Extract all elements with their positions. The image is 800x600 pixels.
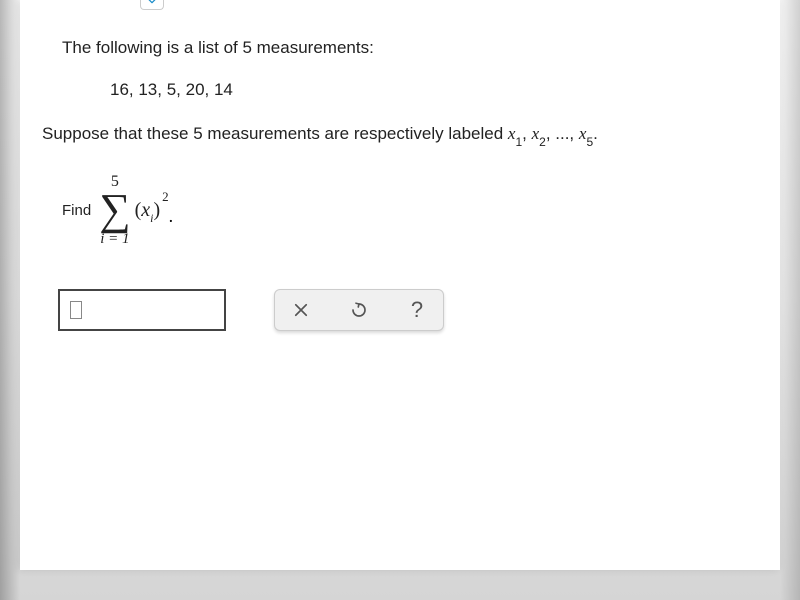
chevron-down-icon bbox=[145, 0, 159, 6]
summation-symbol: 5 ∑ i = 1 bbox=[99, 174, 130, 246]
x-icon bbox=[292, 301, 310, 319]
find-expression-row: Find 5 ∑ i = 1 (xi) 2 . bbox=[62, 174, 780, 246]
input-placeholder-box bbox=[70, 301, 82, 319]
var-x2: x bbox=[532, 124, 540, 143]
comma-2: , bbox=[546, 124, 555, 143]
term-var: x bbox=[141, 199, 150, 222]
labeling-prefix: Suppose that these 5 measurements are re… bbox=[42, 124, 508, 143]
measurements-list: 16, 13, 5, 20, 14 bbox=[110, 80, 780, 100]
vignette-left bbox=[0, 0, 20, 600]
answer-input[interactable] bbox=[58, 289, 226, 331]
summand-term: (xi) 2 bbox=[135, 199, 167, 222]
answer-row: ? bbox=[58, 289, 780, 331]
expand-chevron-button[interactable] bbox=[140, 0, 164, 10]
question-mark-icon: ? bbox=[411, 297, 423, 323]
sub-2: 2 bbox=[539, 135, 546, 149]
paren-close: ) bbox=[153, 199, 160, 222]
clear-button[interactable] bbox=[289, 298, 313, 322]
intro-text: The following is a list of 5 measurement… bbox=[62, 38, 780, 58]
sub-5: 5 bbox=[586, 135, 593, 149]
action-button-group: ? bbox=[274, 289, 444, 331]
sum-lower-limit: i = 1 bbox=[100, 232, 129, 247]
help-button[interactable]: ? bbox=[405, 298, 429, 322]
find-label: Find bbox=[62, 202, 91, 219]
undo-icon bbox=[350, 301, 368, 319]
sigma-icon: ∑ bbox=[99, 192, 130, 227]
vignette-right bbox=[780, 0, 800, 600]
term-exponent: 2 bbox=[162, 189, 169, 205]
labeling-text: Suppose that these 5 measurements are re… bbox=[42, 124, 780, 146]
comma-1: , bbox=[522, 124, 531, 143]
reset-button[interactable] bbox=[347, 298, 371, 322]
problem-card: The following is a list of 5 measurement… bbox=[20, 0, 780, 570]
end-period: . bbox=[593, 124, 598, 143]
ellipsis: ..., bbox=[555, 124, 579, 143]
sub-1: 1 bbox=[515, 135, 522, 149]
term-subscript: i bbox=[150, 211, 153, 226]
expression-period: . bbox=[169, 206, 174, 227]
